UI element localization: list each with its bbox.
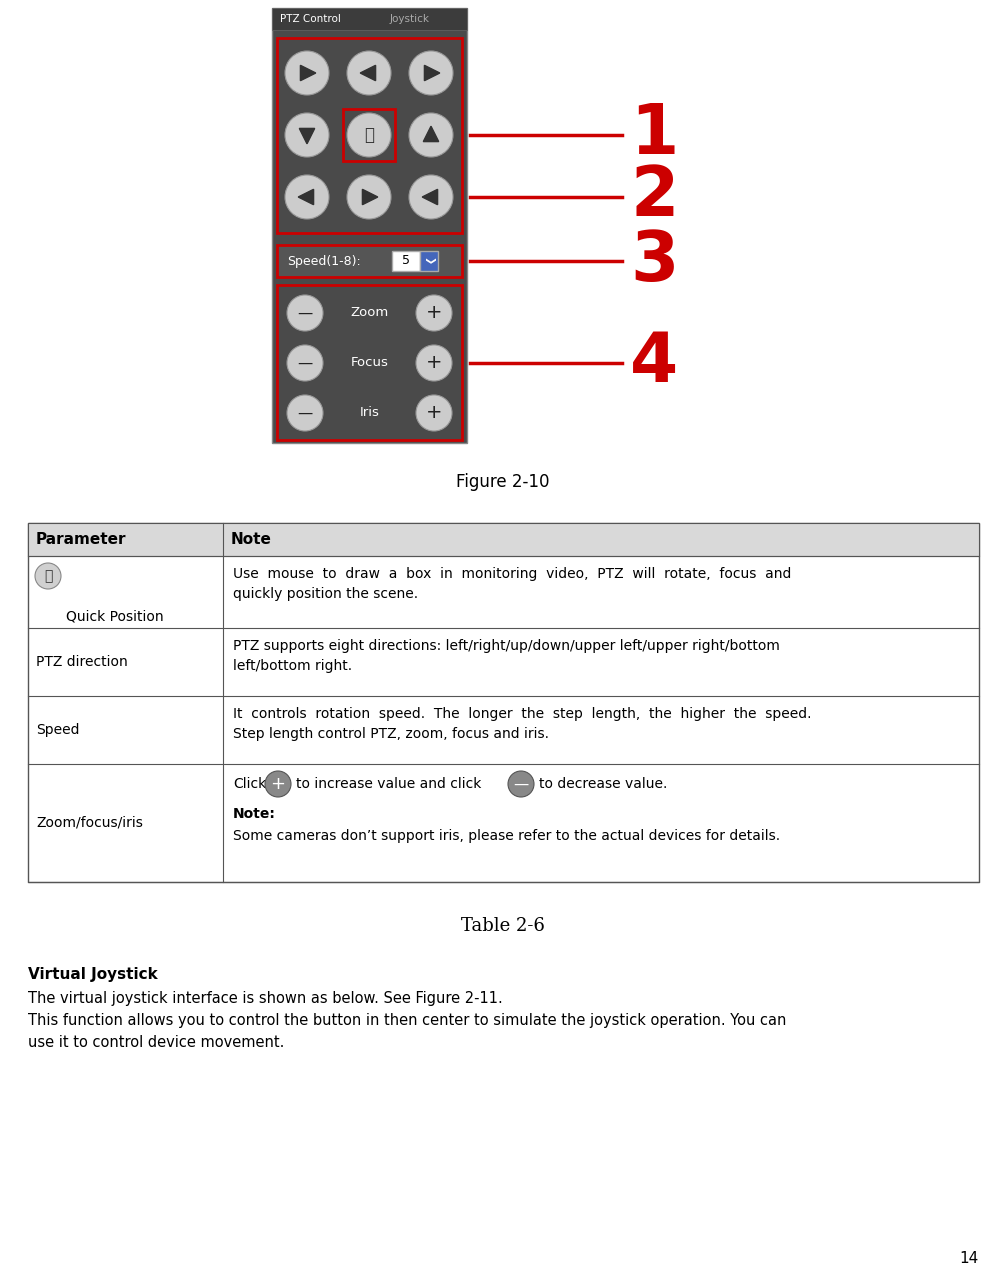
Text: Speed: Speed [36,723,80,737]
Circle shape [347,175,391,220]
Text: This function allows you to control the button in then center to simulate the jo: This function allows you to control the … [28,1013,786,1028]
Polygon shape [300,65,316,81]
Text: —: — [297,356,312,371]
Text: 🔍: 🔍 [364,126,374,144]
Circle shape [285,51,329,95]
Text: Quick Position: Quick Position [66,610,163,624]
Circle shape [416,395,452,431]
Text: Zoom/focus/iris: Zoom/focus/iris [36,817,143,829]
Text: 14: 14 [960,1251,979,1266]
Text: Note:: Note: [233,808,276,820]
Text: +: + [271,776,286,794]
Text: Some cameras don’t support iris, please refer to the actual devices for details.: Some cameras don’t support iris, please … [233,829,780,844]
Text: 2: 2 [630,163,679,231]
FancyBboxPatch shape [272,8,467,30]
Text: —: — [514,777,529,791]
Text: 🔍: 🔍 [44,569,52,583]
Text: PTZ Control: PTZ Control [280,14,341,24]
Text: Speed(1-8):: Speed(1-8): [287,254,361,267]
Circle shape [287,295,323,331]
Text: Figure 2-10: Figure 2-10 [456,473,550,490]
Text: +: + [426,353,442,372]
Circle shape [285,175,329,220]
Circle shape [416,295,452,331]
Text: +: + [426,303,442,322]
Text: to increase value and click: to increase value and click [296,777,481,791]
Text: Virtual Joystick: Virtual Joystick [28,967,158,982]
Circle shape [35,562,61,589]
Text: +: + [426,403,442,422]
Text: Note: Note [231,532,272,547]
Circle shape [347,51,391,95]
Text: —: — [297,406,312,420]
Polygon shape [363,189,378,204]
FancyBboxPatch shape [277,245,462,277]
Text: Table 2-6: Table 2-6 [461,917,545,935]
Text: PTZ direction: PTZ direction [36,655,128,669]
Text: Focus: Focus [350,357,389,370]
Circle shape [287,345,323,381]
Text: Iris: Iris [359,407,380,420]
Text: PTZ supports eight directions: left/right/up/down/upper left/upper right/bottom: PTZ supports eight directions: left/righ… [233,639,779,654]
Text: 5: 5 [402,254,410,267]
Text: use it to control device movement.: use it to control device movement. [28,1035,284,1050]
Text: 1: 1 [630,101,679,168]
FancyBboxPatch shape [272,8,467,443]
Polygon shape [298,189,313,204]
FancyBboxPatch shape [28,523,979,556]
Polygon shape [422,189,438,204]
Polygon shape [361,65,376,81]
Text: left/bottom right.: left/bottom right. [233,659,352,673]
Circle shape [416,345,452,381]
Text: to decrease value.: to decrease value. [539,777,668,791]
FancyBboxPatch shape [392,250,420,271]
FancyBboxPatch shape [28,523,979,882]
Text: It  controls  rotation  speed.  The  longer  the  step  length,  the  higher  th: It controls rotation speed. The longer t… [233,707,812,722]
Circle shape [409,175,453,220]
Text: Step length control PTZ, zoom, focus and iris.: Step length control PTZ, zoom, focus and… [233,727,549,741]
Circle shape [265,770,291,797]
Circle shape [409,51,453,95]
Circle shape [508,770,534,797]
Text: Click: Click [233,777,266,791]
Polygon shape [299,128,315,144]
Circle shape [409,113,453,157]
Text: 4: 4 [630,330,679,397]
Text: The virtual joystick interface is shown as below. See Figure 2-11.: The virtual joystick interface is shown … [28,991,502,1005]
FancyBboxPatch shape [420,250,438,271]
Polygon shape [424,65,440,81]
Text: 3: 3 [630,227,679,294]
Text: Zoom: Zoom [350,307,389,320]
Circle shape [287,395,323,431]
Text: ❯: ❯ [424,257,434,265]
Circle shape [347,113,391,157]
Text: Use  mouse  to  draw  a  box  in  monitoring  video,  PTZ  will  rotate,  focus : Use mouse to draw a box in monitoring vi… [233,568,792,580]
Text: Joystick: Joystick [390,14,430,24]
Text: —: — [297,306,312,321]
Polygon shape [423,126,439,141]
Circle shape [285,113,329,157]
Text: quickly position the scene.: quickly position the scene. [233,587,418,601]
Text: Parameter: Parameter [36,532,127,547]
